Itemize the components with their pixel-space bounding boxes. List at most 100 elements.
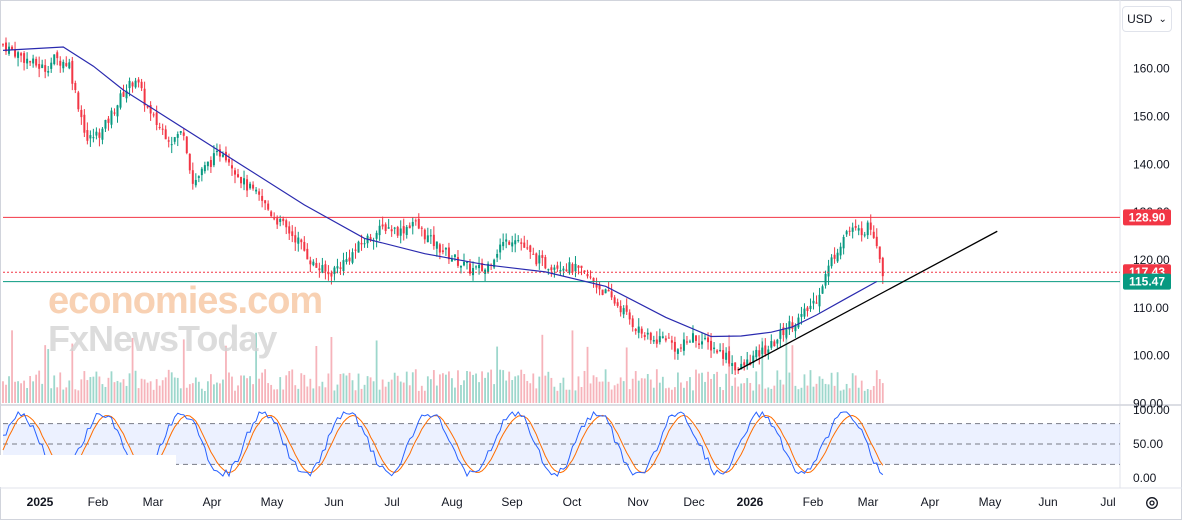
volume-bar (643, 378, 646, 403)
volume-bar (297, 388, 300, 403)
candle-body (797, 317, 800, 328)
volume-bar (454, 387, 456, 403)
volume-bar (95, 371, 98, 403)
volume-bar (667, 387, 670, 403)
candle-body (330, 272, 333, 277)
candle-body (529, 245, 532, 252)
volume-bar (252, 384, 254, 403)
volume-bar (505, 380, 508, 403)
candle-body (568, 262, 571, 274)
candle-body (616, 302, 619, 306)
volume-bar (234, 390, 236, 403)
volume-bar (23, 380, 25, 403)
candle-body (261, 195, 264, 201)
candle-body (234, 170, 237, 175)
candle-body (74, 82, 77, 90)
volume-bar (372, 381, 375, 403)
candle-body (848, 230, 851, 232)
volume-bar (658, 382, 661, 403)
volume-bar (53, 375, 56, 403)
volume-bar (466, 370, 468, 403)
currency-selector[interactable]: USD ⌄ (1122, 6, 1172, 32)
volume-bar (857, 387, 860, 403)
volume-bar (98, 376, 101, 403)
candle-body (252, 184, 255, 189)
volume-bar (387, 381, 390, 403)
candle-body (255, 189, 258, 192)
candle-body (450, 258, 453, 262)
economies-watermark: economies.com (48, 280, 323, 322)
candle-body (104, 120, 107, 129)
candle-body (815, 302, 818, 304)
volume-bar (134, 370, 137, 403)
volume-bar (613, 385, 616, 403)
volume-bar (279, 377, 282, 403)
candle-body (170, 144, 173, 146)
candle-body (291, 231, 294, 237)
volume-bar (722, 390, 725, 403)
volume-bar (451, 378, 453, 403)
volume-bar (384, 386, 387, 403)
candle-body (65, 63, 68, 66)
candle-body (321, 265, 324, 273)
candle-body (508, 241, 511, 245)
volume-bar (607, 381, 610, 403)
candle-body (836, 252, 839, 262)
volume-bar (496, 346, 499, 403)
volume-bar (487, 372, 489, 403)
volume-bar (595, 377, 598, 403)
candle-body (384, 224, 387, 232)
candle-body (550, 267, 553, 271)
time-tick-label: May (261, 495, 284, 509)
candle-body (631, 318, 634, 328)
candle-body (565, 269, 568, 272)
candle-body (779, 329, 782, 339)
volume-bar (14, 381, 16, 403)
volume-bar (514, 376, 517, 403)
candle-body (604, 289, 607, 294)
candle-body (643, 335, 646, 337)
candle-body (854, 226, 857, 228)
candle-body (694, 335, 697, 341)
volume-bar (435, 385, 438, 403)
volume-bar (438, 374, 441, 403)
candle-body (728, 351, 731, 364)
volume-bar (673, 387, 676, 403)
candle-body (143, 88, 146, 106)
candle-body (652, 340, 655, 342)
volume-bar (276, 389, 279, 403)
volume-bar (562, 377, 565, 403)
candle-body (622, 308, 625, 315)
volume-bar (529, 383, 532, 403)
candle-body (122, 92, 125, 97)
volume-bar (176, 377, 179, 403)
volume-bar (11, 330, 13, 403)
volume-bar (716, 371, 718, 403)
volume-bar (761, 337, 764, 403)
chart-settings-button[interactable] (1141, 492, 1163, 514)
candle-body (649, 332, 652, 341)
time-tick-label: 2026 (737, 495, 764, 509)
candle-body (182, 132, 185, 136)
candle-body (845, 231, 848, 235)
volume-bar (255, 332, 257, 403)
candle-body (116, 105, 119, 117)
volume-bar (457, 370, 459, 403)
volume-bar (264, 369, 267, 403)
candle-body (658, 336, 661, 343)
candle-body (505, 239, 508, 242)
candle-body (803, 308, 806, 317)
candle-body (408, 225, 411, 229)
candle-body (685, 341, 688, 343)
candle-body (535, 253, 538, 265)
candle-body (113, 112, 116, 114)
volume-bar (806, 385, 809, 403)
fxnewstoday-watermark: FxNewsToday (48, 318, 277, 359)
candle-body (634, 329, 637, 332)
candle-body (459, 265, 462, 268)
candle-body (574, 263, 577, 272)
candle-body (833, 254, 836, 259)
candle-body (514, 240, 517, 245)
volume-bar (188, 384, 191, 403)
